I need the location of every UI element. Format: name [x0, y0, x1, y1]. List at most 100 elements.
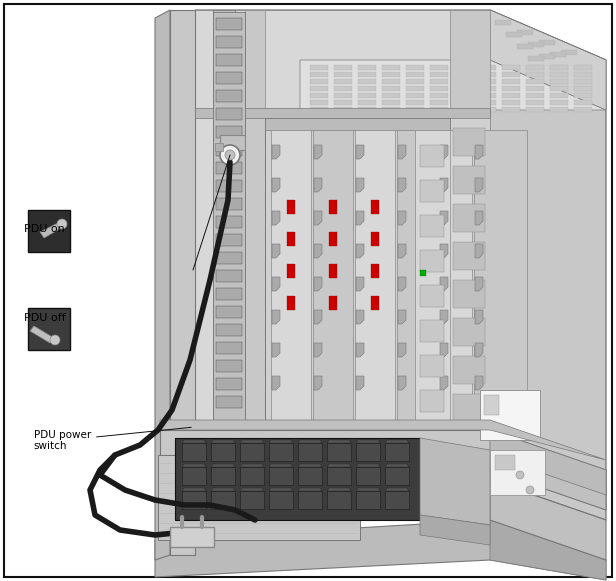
- Polygon shape: [158, 455, 360, 540]
- Bar: [574, 79, 592, 84]
- Polygon shape: [160, 430, 606, 510]
- Polygon shape: [356, 440, 380, 443]
- Bar: [385, 467, 409, 485]
- Polygon shape: [30, 326, 54, 343]
- Bar: [216, 270, 242, 282]
- Bar: [385, 443, 409, 461]
- Polygon shape: [175, 438, 420, 520]
- Polygon shape: [397, 130, 437, 425]
- Polygon shape: [271, 130, 311, 425]
- Bar: [502, 72, 520, 77]
- Bar: [371, 200, 379, 214]
- Bar: [287, 264, 295, 278]
- Bar: [506, 32, 522, 37]
- Bar: [454, 79, 472, 84]
- Bar: [526, 65, 544, 70]
- Polygon shape: [490, 10, 606, 520]
- Bar: [216, 324, 242, 336]
- Polygon shape: [440, 145, 448, 159]
- Polygon shape: [355, 130, 395, 425]
- Bar: [216, 108, 242, 120]
- Polygon shape: [314, 277, 322, 291]
- Polygon shape: [440, 277, 448, 291]
- Bar: [334, 86, 352, 91]
- Bar: [430, 79, 448, 84]
- Bar: [28, 308, 70, 350]
- Bar: [528, 42, 544, 47]
- Polygon shape: [356, 145, 364, 159]
- Bar: [526, 79, 544, 84]
- Polygon shape: [265, 118, 450, 430]
- Bar: [420, 250, 444, 272]
- Text: PDU power
switch: PDU power switch: [34, 427, 192, 451]
- Polygon shape: [356, 211, 364, 225]
- Bar: [526, 86, 544, 91]
- Bar: [329, 264, 337, 278]
- Polygon shape: [440, 211, 448, 225]
- Bar: [502, 65, 520, 70]
- Bar: [216, 162, 242, 174]
- Polygon shape: [182, 440, 206, 443]
- Bar: [502, 86, 520, 91]
- Circle shape: [516, 471, 524, 479]
- Bar: [334, 65, 352, 70]
- Polygon shape: [272, 244, 280, 258]
- Bar: [574, 72, 592, 77]
- Polygon shape: [356, 376, 364, 390]
- Bar: [298, 491, 322, 509]
- Polygon shape: [356, 310, 364, 324]
- Bar: [526, 93, 544, 98]
- Bar: [454, 86, 472, 91]
- Polygon shape: [245, 10, 265, 480]
- Polygon shape: [272, 211, 280, 225]
- Bar: [406, 65, 424, 70]
- Polygon shape: [213, 12, 245, 430]
- Polygon shape: [314, 211, 322, 225]
- Circle shape: [225, 150, 235, 160]
- Bar: [182, 491, 206, 509]
- Bar: [550, 86, 568, 91]
- Bar: [287, 232, 295, 246]
- Polygon shape: [298, 488, 322, 491]
- Bar: [371, 232, 379, 246]
- Bar: [453, 128, 485, 156]
- Polygon shape: [490, 430, 606, 495]
- Bar: [406, 72, 424, 77]
- Bar: [453, 242, 485, 270]
- Polygon shape: [385, 464, 409, 467]
- Bar: [550, 107, 568, 112]
- Polygon shape: [450, 118, 490, 430]
- Bar: [371, 296, 379, 310]
- Polygon shape: [272, 343, 280, 357]
- Polygon shape: [314, 178, 322, 192]
- Bar: [358, 86, 376, 91]
- Bar: [382, 72, 400, 77]
- Bar: [216, 378, 242, 390]
- Bar: [298, 467, 322, 485]
- Polygon shape: [475, 277, 483, 291]
- Bar: [216, 288, 242, 300]
- Bar: [453, 204, 485, 232]
- Bar: [310, 72, 328, 77]
- Bar: [216, 360, 242, 372]
- Bar: [385, 491, 409, 509]
- Bar: [454, 100, 472, 105]
- Bar: [334, 93, 352, 98]
- Polygon shape: [398, 310, 406, 324]
- Bar: [216, 54, 242, 66]
- Bar: [287, 200, 295, 214]
- Bar: [406, 100, 424, 105]
- Polygon shape: [182, 464, 206, 467]
- Bar: [420, 320, 444, 342]
- Polygon shape: [420, 515, 490, 545]
- Polygon shape: [440, 343, 448, 357]
- Bar: [298, 443, 322, 461]
- Polygon shape: [211, 488, 235, 491]
- Bar: [574, 107, 592, 112]
- Polygon shape: [450, 10, 490, 480]
- Text: PDU on: PDU on: [24, 224, 65, 234]
- Bar: [182, 443, 206, 461]
- Bar: [420, 145, 444, 167]
- Bar: [561, 50, 577, 55]
- Polygon shape: [314, 376, 322, 390]
